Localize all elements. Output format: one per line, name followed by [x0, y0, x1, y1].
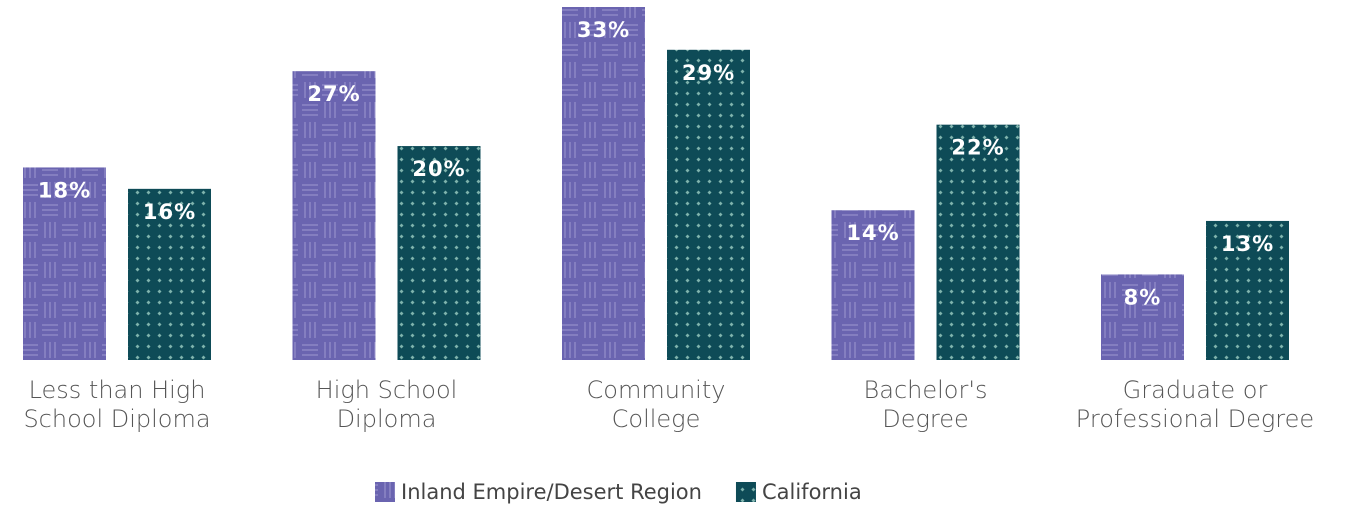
bar	[397, 146, 481, 360]
category-label: Bachelor's Degree	[863, 376, 988, 433]
category-label: Less than High School Diploma	[23, 376, 211, 433]
value-label: 14%	[846, 221, 899, 245]
value-label: 8%	[1124, 285, 1162, 309]
category-label: Graduate or Professional Degree	[1075, 376, 1315, 433]
bar	[667, 49, 750, 361]
category-label: High School Diploma	[315, 376, 458, 433]
bar	[1206, 220, 1289, 360]
value-label: 13%	[1221, 232, 1274, 256]
value-label: 27%	[307, 82, 360, 106]
value-label: 22%	[951, 136, 1004, 160]
bar	[292, 71, 376, 360]
legend-label: California	[762, 480, 862, 504]
legend-label: Inland Empire/Desert Region	[401, 480, 702, 504]
value-label: 18%	[38, 178, 91, 202]
legend-swatch	[375, 482, 395, 502]
bar	[128, 188, 211, 360]
value-label: 33%	[577, 18, 630, 42]
bar	[831, 210, 915, 360]
bar	[936, 124, 1020, 361]
bar	[562, 7, 645, 360]
value-label: 20%	[412, 157, 465, 181]
value-label: 16%	[143, 200, 196, 224]
legend-swatch	[735, 482, 756, 502]
category-label: Community College	[586, 376, 726, 433]
value-label: 29%	[682, 61, 735, 85]
bar	[23, 167, 106, 360]
bar	[1101, 274, 1184, 360]
